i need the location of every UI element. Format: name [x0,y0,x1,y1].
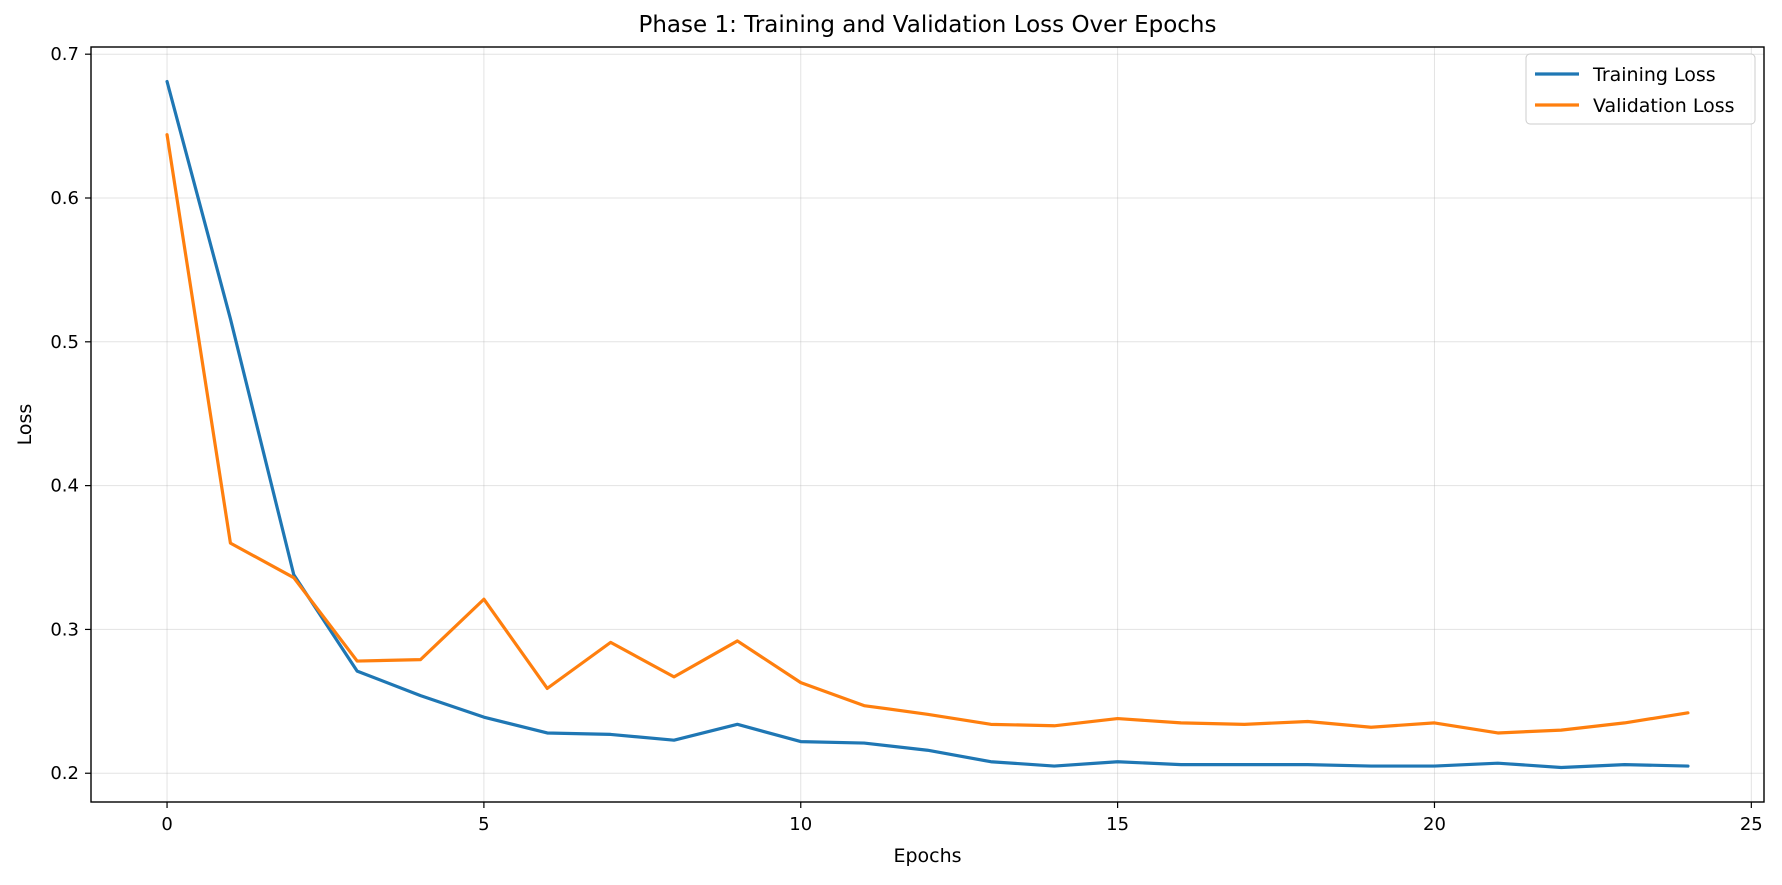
x-tick-label: 15 [1106,814,1129,835]
plot-frame [90,46,1765,803]
y-tick-label: 0.6 [50,188,79,209]
y-tick-label: 0.2 [50,763,79,784]
training-loss-line [165,79,1690,770]
x-axis-label: Epochs [893,845,961,867]
x-tick-label: 0 [161,814,172,835]
legend: Training Loss Validation Loss [1525,53,1756,125]
legend-label-validation: Validation Loss [1593,95,1735,117]
y-tick-label: 0.5 [50,332,79,353]
x-tick-label: 20 [1423,814,1446,835]
y-tick-label: 0.3 [50,619,79,640]
series-layer [165,79,1690,770]
y-tick-label: 0.7 [50,44,79,65]
ticks-layer: 0 5 10 15 20 25 0.2 0.3 0.4 0.5 0.6 0.7 [50,44,1762,835]
x-tick-label: 10 [789,814,812,835]
validation-loss-line [165,133,1690,735]
x-tick-label: 5 [478,814,489,835]
y-tick-label: 0.4 [50,476,79,497]
grid-layer [91,47,1764,802]
legend-label-training: Training Loss [1592,64,1716,86]
y-axis-label: Loss [14,404,36,446]
x-tick-label: 25 [1740,814,1763,835]
chart-title: Phase 1: Training and Validation Loss Ov… [638,12,1216,38]
legend-box [1525,53,1756,125]
